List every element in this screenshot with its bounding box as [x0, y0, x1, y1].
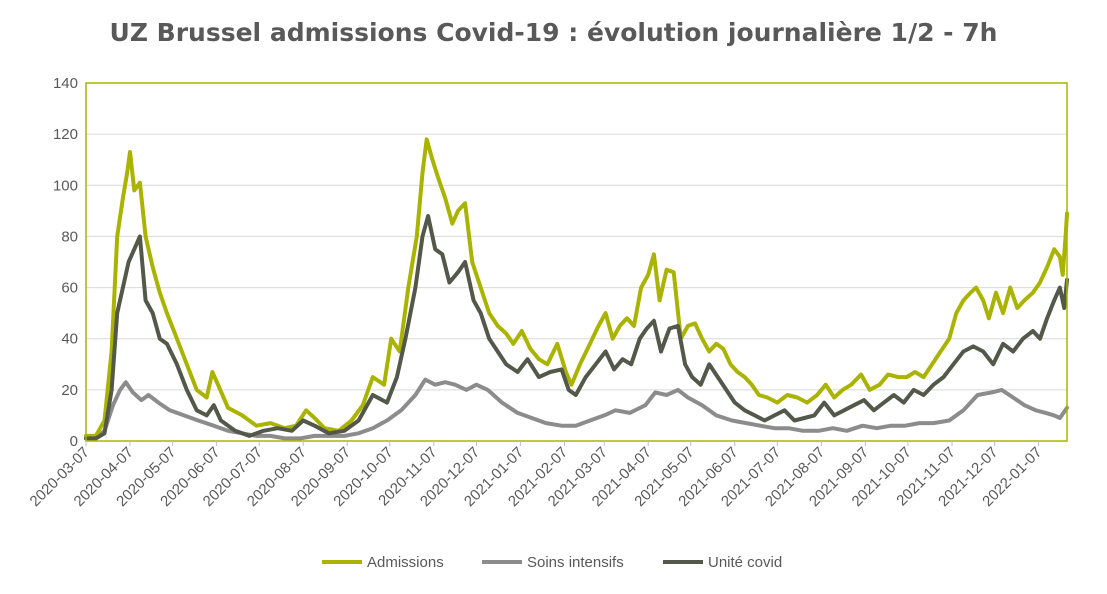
series-line-soins-intensifs [84, 377, 1069, 441]
legend-label: Admissions [367, 554, 444, 571]
y-tick-label: 140 [53, 75, 78, 92]
legend: Admissions Soins intensifs Unité covid [322, 554, 782, 571]
y-tick-label: 120 [53, 126, 78, 143]
y-tick-label: 100 [53, 177, 78, 194]
series-line-unit-covid [84, 214, 1069, 441]
legend-item: Soins intensifs [482, 554, 624, 571]
y-tick-label: 80 [61, 228, 78, 245]
y-tick-label: 0 [70, 433, 78, 450]
legend-label: Unité covid [708, 554, 782, 571]
legend-label: Soins intensifs [527, 554, 624, 571]
legend-item: Admissions [322, 554, 444, 571]
series-line-admissions [84, 137, 1069, 438]
gridlines [86, 82, 1067, 391]
plot-area-border [85, 82, 1068, 442]
legend-item: Unité covid [663, 554, 782, 571]
series-lines [84, 137, 1069, 441]
chart-title: UZ Brussel admissions Covid-19 : évoluti… [109, 18, 998, 47]
plot-frame [85, 82, 1068, 442]
y-axis: 0 20 40 60 80 100 120 140 [53, 75, 78, 450]
y-tick-label: 60 [61, 280, 78, 297]
y-tick-label: 40 [61, 331, 78, 348]
x-axis: 2020-03-072020-04-072020-05-072020-06-07… [27, 441, 1045, 510]
y-tick-label: 20 [61, 382, 78, 399]
